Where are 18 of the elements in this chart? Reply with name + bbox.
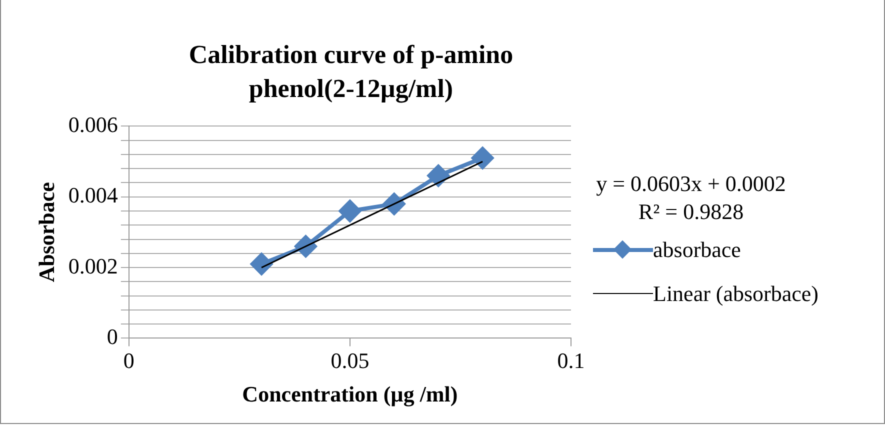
point: [427, 164, 450, 187]
point: [472, 147, 494, 169]
text: R² = 0.9828: [637, 198, 745, 226]
x-axis-title: Concentration (µg /ml): [242, 381, 458, 406]
point: [338, 200, 361, 222]
x-tick-label: 0: [123, 348, 134, 374]
y-tick-label: 0: [106, 324, 118, 349]
x-tick-label: 0.05: [330, 348, 370, 374]
y-axis-title: Absorbace: [34, 182, 59, 282]
chart-title: Calibration curve of p-amino phenol(2-12µg/ml): [188, 39, 514, 105]
y-tick-label: 0.004: [68, 182, 118, 208]
legend-label: Linear (absorbace): [653, 281, 819, 307]
legend-label: absorbace: [653, 237, 741, 263]
y-tick-label: 0.006: [68, 112, 118, 137]
point: [250, 253, 273, 275]
text: y = 0.0603x + 0.0002: [595, 170, 787, 198]
x-tick-label: 0.1: [557, 348, 585, 374]
y-tick-label: 0.002: [68, 253, 118, 278]
